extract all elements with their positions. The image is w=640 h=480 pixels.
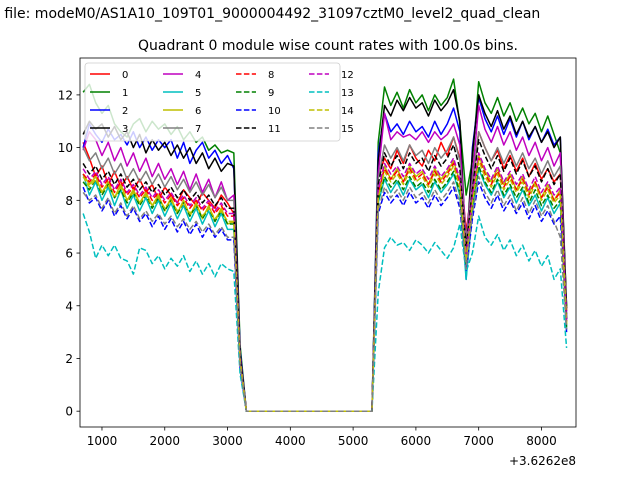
x-tick-label: 2000 bbox=[149, 434, 180, 448]
legend-label-0: 0 bbox=[122, 70, 128, 81]
x-tick-label: 4000 bbox=[275, 434, 306, 448]
y-tick-label: 10 bbox=[58, 141, 73, 155]
legend-label-4: 4 bbox=[195, 70, 201, 81]
legend-label-13: 13 bbox=[341, 88, 354, 99]
legend-label-14: 14 bbox=[341, 106, 354, 117]
axes-layer: 1000 2000 3000 4000 5000 6000 7000 800002468101… bbox=[58, 57, 577, 468]
y-tick-label: 0 bbox=[65, 405, 73, 419]
x-tick-label: 7000 bbox=[463, 434, 494, 448]
series-line-8 bbox=[82, 157, 568, 412]
legend-label-11: 11 bbox=[268, 124, 281, 135]
legend-box bbox=[84, 62, 341, 142]
y-tick-label: 8 bbox=[65, 194, 73, 208]
legend-label-8: 8 bbox=[268, 70, 274, 81]
y-tick-label: 6 bbox=[65, 247, 73, 261]
figure-suptitle-text: n file: modeM0/AS1A10_109T01_9000004492_… bbox=[0, 6, 541, 22]
x-tick-label: 5000 bbox=[338, 434, 369, 448]
plot-area-frame bbox=[79, 57, 577, 428]
series-line-7 bbox=[82, 131, 568, 412]
x-offset-label: +3.6262e8 bbox=[509, 454, 576, 468]
x-tick-label: 3000 bbox=[212, 434, 243, 448]
x-tick-label: 1000 bbox=[87, 434, 118, 448]
chart-title: Quadrant 0 module wise count rates with … bbox=[138, 38, 518, 54]
series-line-0 bbox=[82, 131, 568, 412]
y-tick-label: 4 bbox=[65, 299, 73, 313]
legend-label-6: 6 bbox=[195, 106, 201, 117]
y-tick-label: 12 bbox=[58, 88, 73, 102]
x-tick-label: 8000 bbox=[526, 434, 557, 448]
legend-label-3: 3 bbox=[122, 124, 128, 135]
series-line-15 bbox=[82, 175, 568, 412]
legend-label-7: 7 bbox=[195, 124, 201, 135]
x-tick-label: 6000 bbox=[401, 434, 432, 448]
legend-label-1: 1 bbox=[122, 88, 128, 99]
legend-label-2: 2 bbox=[122, 106, 128, 117]
series-layer bbox=[82, 78, 568, 412]
series-line-13 bbox=[82, 213, 568, 412]
figure-suptitle: n file: modeM0/AS1A10_109T01_9000004492_… bbox=[0, 6, 640, 26]
series-line-5 bbox=[82, 167, 568, 412]
legend-label-9: 9 bbox=[268, 88, 274, 99]
series-line-9 bbox=[82, 165, 568, 412]
legend-label-12: 12 bbox=[341, 70, 354, 81]
legend-label-15: 15 bbox=[341, 124, 354, 135]
y-tick-label: 2 bbox=[65, 352, 73, 366]
legend-label-5: 5 bbox=[195, 88, 201, 99]
legend-label-10: 10 bbox=[268, 106, 281, 117]
